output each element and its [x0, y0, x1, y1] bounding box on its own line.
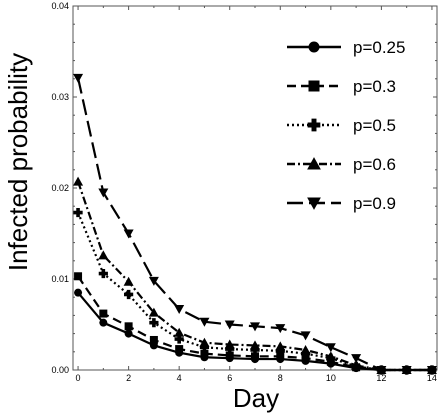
series-line — [77, 212, 432, 372]
marker-circle — [308, 41, 320, 53]
y-tick-label: 0.04 — [51, 1, 69, 11]
marker-triangle — [275, 341, 286, 351]
marker-square — [74, 272, 83, 281]
marker-triangle-down — [73, 73, 84, 83]
legend-entry: p=0.9 — [287, 194, 396, 213]
marker-triangle — [300, 344, 311, 354]
legend-label: p=0.25 — [353, 38, 405, 57]
marker-plus — [225, 344, 235, 354]
marker-plus — [250, 345, 260, 355]
marker-triangle-down — [275, 324, 286, 334]
marker-triangle — [325, 351, 336, 361]
legend-label: p=0.5 — [353, 116, 396, 135]
marker-plus — [174, 334, 184, 344]
marker-square — [251, 352, 259, 361]
marker-plus — [73, 207, 83, 218]
marker-square — [99, 309, 108, 318]
marker-triangle — [148, 307, 159, 317]
x-tick-label: 2 — [126, 373, 131, 383]
legend-label: p=0.9 — [353, 194, 396, 213]
marker-triangle-down — [224, 320, 235, 330]
marker-triangle-down — [376, 366, 387, 375]
marker-circle — [99, 318, 108, 327]
marker-circle — [124, 329, 133, 338]
x-tick-label: 12 — [376, 373, 386, 383]
marker-square — [225, 351, 234, 360]
y-tick-label: 0.00 — [51, 365, 69, 375]
marker-plus — [275, 346, 285, 356]
marker-triangle-down — [300, 331, 311, 341]
series-lines — [73, 73, 437, 375]
marker-triangle-down — [307, 197, 321, 210]
marker-plus — [199, 342, 210, 352]
marker-plus — [98, 268, 108, 279]
marker-triangle-down — [123, 229, 134, 239]
marker-circle — [74, 288, 83, 297]
x-tick-label: 6 — [227, 373, 232, 383]
legend-entry: p=0.6 — [287, 155, 396, 174]
x-tick-label: 14 — [427, 373, 437, 383]
marker-triangle — [307, 157, 321, 170]
legend-entry: p=0.5 — [287, 116, 396, 135]
marker-triangle-down — [174, 305, 185, 315]
marker-triangle-down — [351, 354, 362, 364]
y-tick-label: 0.01 — [51, 274, 69, 284]
marker-triangle — [199, 337, 210, 347]
marker-triangle-down — [325, 343, 336, 353]
x-tick-label: 10 — [326, 373, 336, 383]
marker-square — [175, 345, 184, 354]
legend-label: p=0.3 — [353, 77, 396, 96]
marker-triangle — [73, 176, 84, 186]
marker-square — [308, 80, 320, 92]
marker-triangle — [250, 340, 260, 350]
marker-triangle — [174, 327, 185, 337]
x-tick-label: 0 — [76, 373, 81, 383]
marker-square — [200, 349, 209, 358]
legend: p=0.25 p=0.3 p=0.5 p=0.6 p=0.9 — [287, 38, 405, 213]
marker-plus — [149, 318, 159, 328]
series-line — [77, 181, 432, 372]
marker-triangle-down — [98, 188, 109, 198]
marker-triangle — [98, 250, 109, 260]
marker-triangle-down — [199, 317, 210, 327]
x-tick-label: 4 — [177, 373, 182, 383]
marker-triangle-down — [426, 366, 437, 375]
marker-triangle-down — [250, 322, 260, 332]
marker-square — [149, 335, 158, 344]
legend-label: p=0.6 — [353, 155, 396, 174]
marker-square — [124, 322, 133, 331]
marker-triangle — [351, 360, 362, 370]
series-0 — [74, 288, 436, 374]
series-4 — [73, 73, 437, 375]
plot-frame — [72, 5, 438, 371]
y-axis-title: Infected probability — [3, 53, 33, 271]
marker-triangle-down — [148, 276, 159, 286]
marker-plus — [307, 118, 321, 132]
marker-triangle — [123, 276, 134, 286]
marker-triangle-down — [401, 366, 412, 375]
y-tick-label: 0.02 — [51, 183, 69, 193]
legend-entry: p=0.25 — [287, 38, 405, 57]
x-tick-label: 8 — [278, 373, 283, 383]
marker-triangle — [224, 339, 235, 349]
marker-square — [276, 352, 285, 361]
axes: 0 2 4 6 8 10 12 14 0.00 0.01 0.02 0.03 0.04 — [51, 1, 438, 383]
x-axis-title: Day — [233, 383, 279, 413]
y-tick-label: 0.03 — [51, 92, 69, 102]
marker-plus — [124, 289, 134, 300]
legend-entry: p=0.3 — [287, 77, 396, 96]
